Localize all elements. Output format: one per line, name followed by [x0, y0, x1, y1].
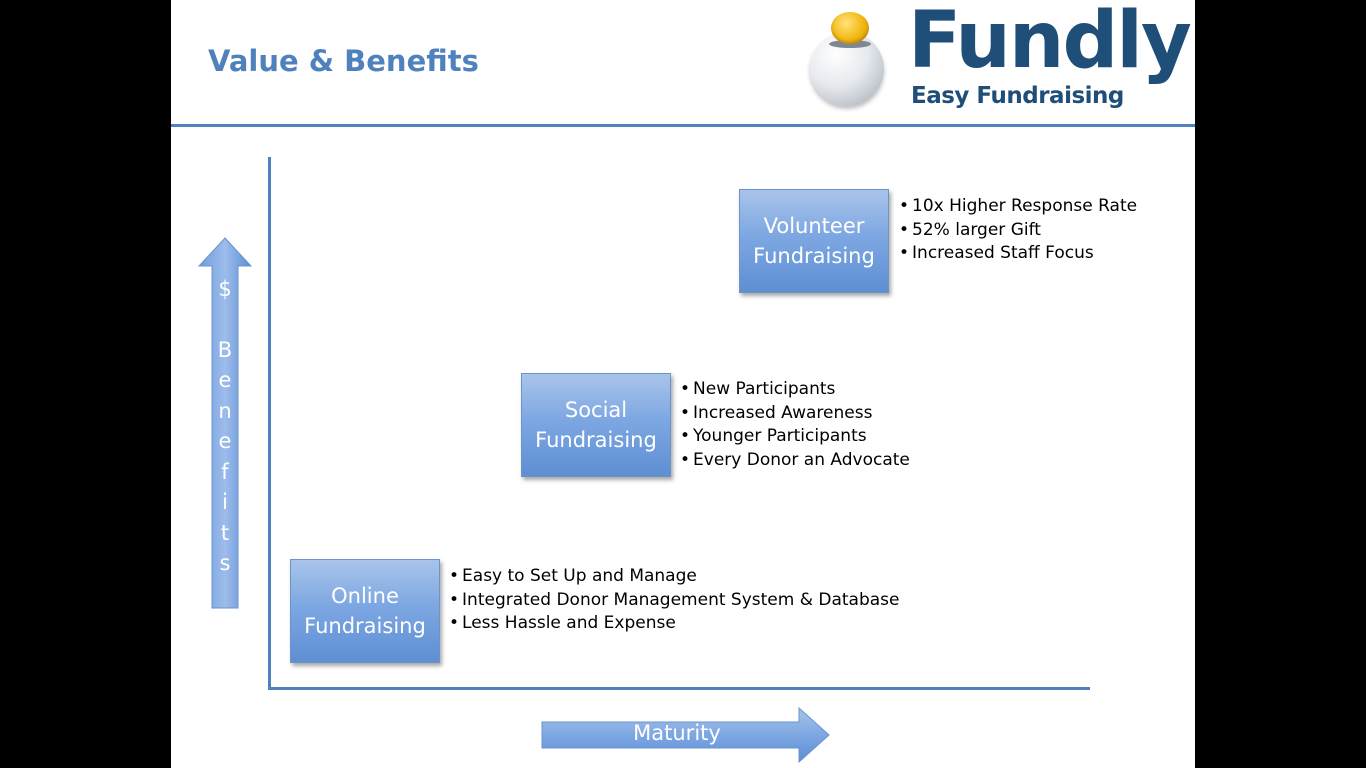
y-axis-letter: e — [218, 429, 232, 453]
slide-title: Value & Benefits — [208, 44, 479, 78]
coin-icon — [831, 12, 869, 44]
logo-name: Fundly — [908, 0, 1192, 86]
benefit-item: Younger Participants — [680, 425, 910, 449]
benefit-item: Every Donor an Advocate — [680, 449, 910, 473]
benefit-item: 10x Higher Response Rate — [899, 195, 1137, 219]
logo-tagline: Easy Fundraising — [911, 83, 1124, 109]
benefits-arrow-icon — [197, 237, 253, 609]
stage-label-line1: Online — [331, 584, 399, 608]
volunteer-benefits-list: 10x Higher Response Rate 52% larger Gift… — [899, 195, 1137, 266]
social-benefits-list: New Participants Increased Awareness You… — [680, 378, 910, 472]
benefit-item: Easy to Set Up and Manage — [449, 565, 899, 589]
fundly-logo: Fundly Easy Fundraising — [807, 2, 1192, 118]
coin-slot — [829, 40, 871, 48]
stage-label-line2: Fundraising — [753, 244, 875, 268]
benefit-item: Integrated Donor Management System & Dat… — [449, 589, 899, 613]
y-axis-line — [268, 157, 271, 690]
benefit-item: Increased Staff Focus — [899, 242, 1137, 266]
maturity-arrow-icon — [541, 706, 830, 764]
benefit-item: 52% larger Gift — [899, 219, 1137, 243]
stage-label-line1: Volunteer — [763, 214, 865, 238]
stage-social-fundraising: Social Fundraising — [521, 373, 671, 477]
header-divider — [171, 124, 1195, 127]
stage-label-line2: Fundraising — [535, 428, 657, 452]
stage-label-line1: Social — [564, 398, 628, 422]
x-axis-label: Maturity — [633, 721, 721, 745]
y-axis-letter: t — [220, 520, 230, 545]
y-axis-symbol: $ — [218, 277, 232, 301]
y-axis-letter: B — [217, 337, 233, 362]
y-axis-letter: i — [222, 490, 228, 514]
y-axis-label: $ B e n e f i t s — [197, 274, 253, 579]
benefit-item: Less Hassle and Expense — [449, 612, 899, 636]
slide: Value & Benefits Fundly Easy Fundraising… — [171, 0, 1195, 768]
y-axis-letter: n — [218, 398, 232, 423]
x-axis-line — [268, 687, 1090, 690]
benefit-item: Increased Awareness — [680, 402, 910, 426]
stage-label-line2: Fundraising — [304, 614, 426, 638]
y-axis-letter: s — [219, 551, 231, 575]
stage-volunteer-fundraising: Volunteer Fundraising — [739, 189, 889, 293]
stage-online-fundraising: Online Fundraising — [290, 559, 440, 663]
y-axis-letter: e — [218, 368, 232, 392]
y-axis-letter: f — [221, 459, 229, 484]
benefit-item: New Participants — [680, 378, 910, 402]
online-benefits-list: Easy to Set Up and Manage Integrated Don… — [449, 565, 899, 636]
